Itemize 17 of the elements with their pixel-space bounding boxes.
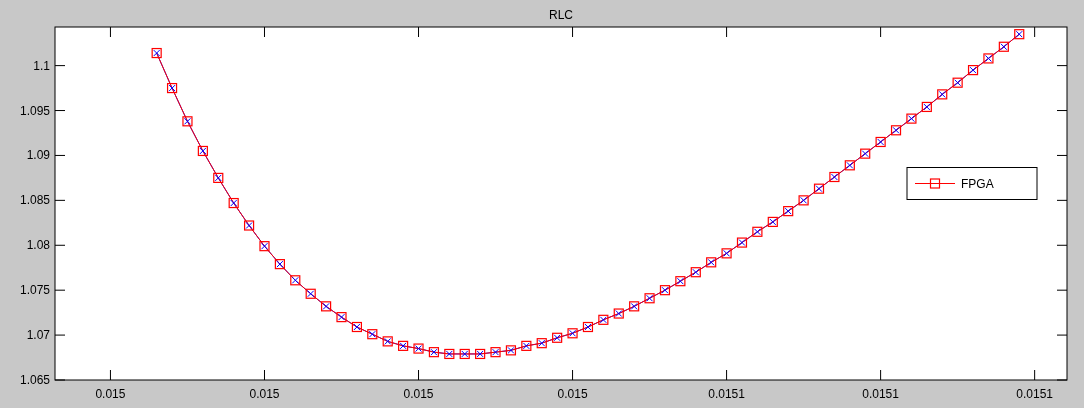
y-tick-label: 1.065	[19, 373, 51, 387]
y-tick-label: 1.1	[33, 58, 51, 73]
y-tick-label: 1.08	[26, 238, 51, 253]
x-tick-label: 0.015	[249, 387, 280, 401]
x-tick-label: 0.0151	[708, 387, 746, 401]
x-tick-label: 0.015	[95, 387, 126, 401]
legend-label: FPGA	[961, 176, 994, 191]
y-tick-label: 1.07	[26, 328, 51, 343]
x-tick-label: 0.015	[557, 387, 588, 401]
y-tick-label: 1.085	[19, 193, 51, 208]
x-tick-label: 0.0151	[1016, 387, 1054, 401]
x-tick-label: 0.015	[403, 387, 434, 401]
y-tick-label: 1.075	[19, 283, 51, 298]
y-tick-label: 1.095	[19, 103, 51, 118]
chart-title: RLC	[548, 8, 574, 22]
y-tick-label: 1.09	[26, 148, 51, 163]
x-tick-label: 0.0151	[862, 387, 900, 401]
